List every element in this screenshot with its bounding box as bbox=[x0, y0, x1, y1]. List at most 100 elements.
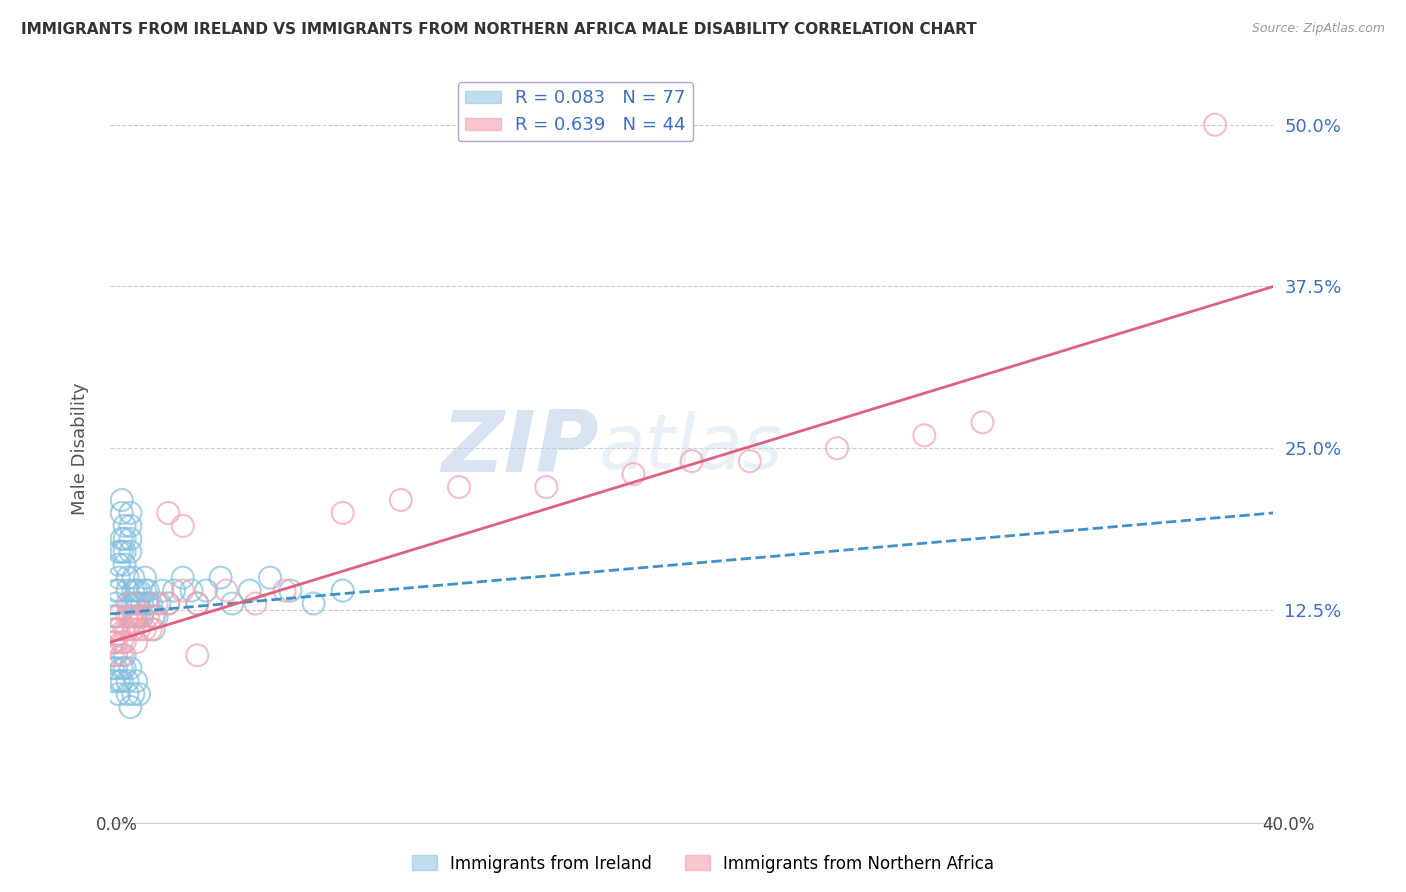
Point bbox=[145, 597, 167, 611]
Point bbox=[101, 609, 124, 624]
Point bbox=[128, 623, 150, 637]
Point bbox=[148, 597, 170, 611]
Point bbox=[107, 558, 129, 572]
Point bbox=[195, 583, 218, 598]
Point bbox=[120, 597, 142, 611]
Point bbox=[122, 609, 145, 624]
Point bbox=[145, 609, 167, 624]
Point bbox=[120, 506, 142, 520]
Point bbox=[681, 454, 703, 468]
Point bbox=[738, 454, 761, 468]
Text: 40.0%: 40.0% bbox=[1263, 816, 1315, 834]
Point bbox=[117, 674, 139, 689]
Point bbox=[172, 519, 194, 533]
Point bbox=[122, 623, 145, 637]
Point bbox=[111, 648, 134, 663]
Point bbox=[139, 623, 162, 637]
Point bbox=[117, 623, 139, 637]
Point bbox=[128, 609, 150, 624]
Point bbox=[111, 545, 134, 559]
Text: 0.0%: 0.0% bbox=[96, 816, 138, 834]
Point bbox=[447, 480, 470, 494]
Point bbox=[209, 571, 232, 585]
Point bbox=[104, 623, 127, 637]
Point bbox=[125, 635, 148, 649]
Point bbox=[111, 506, 134, 520]
Point bbox=[120, 609, 142, 624]
Point bbox=[134, 623, 156, 637]
Text: IMMIGRANTS FROM IRELAND VS IMMIGRANTS FROM NORTHERN AFRICA MALE DISABILITY CORRE: IMMIGRANTS FROM IRELAND VS IMMIGRANTS FR… bbox=[21, 22, 977, 37]
Point bbox=[136, 609, 159, 624]
Point bbox=[125, 597, 148, 611]
Point bbox=[139, 597, 162, 611]
Point bbox=[101, 648, 124, 663]
Point bbox=[136, 597, 159, 611]
Point bbox=[389, 493, 412, 508]
Point bbox=[122, 687, 145, 701]
Point bbox=[107, 674, 129, 689]
Point bbox=[180, 583, 202, 598]
Point bbox=[104, 583, 127, 598]
Point bbox=[117, 583, 139, 598]
Point bbox=[104, 648, 127, 663]
Point bbox=[912, 428, 935, 442]
Point bbox=[114, 661, 136, 675]
Point bbox=[125, 674, 148, 689]
Point bbox=[131, 609, 153, 624]
Y-axis label: Male Disability: Male Disability bbox=[72, 382, 89, 515]
Text: Source: ZipAtlas.com: Source: ZipAtlas.com bbox=[1251, 22, 1385, 36]
Point bbox=[107, 687, 129, 701]
Point bbox=[131, 597, 153, 611]
Point bbox=[120, 532, 142, 546]
Point bbox=[107, 571, 129, 585]
Point bbox=[117, 571, 139, 585]
Point bbox=[120, 545, 142, 559]
Point bbox=[128, 597, 150, 611]
Point bbox=[107, 583, 129, 598]
Point bbox=[114, 532, 136, 546]
Point bbox=[1204, 118, 1226, 132]
Point bbox=[972, 415, 994, 429]
Point bbox=[122, 597, 145, 611]
Point bbox=[332, 583, 354, 598]
Point bbox=[117, 597, 139, 611]
Point bbox=[114, 558, 136, 572]
Point bbox=[114, 519, 136, 533]
Point bbox=[114, 635, 136, 649]
Point bbox=[332, 506, 354, 520]
Point bbox=[114, 545, 136, 559]
Point bbox=[302, 597, 325, 611]
Text: ZIP: ZIP bbox=[441, 407, 599, 490]
Point bbox=[107, 609, 129, 624]
Point bbox=[142, 609, 165, 624]
Point bbox=[120, 661, 142, 675]
Point bbox=[117, 687, 139, 701]
Point bbox=[221, 597, 243, 611]
Point bbox=[114, 623, 136, 637]
Point bbox=[104, 635, 127, 649]
Point bbox=[280, 583, 302, 598]
Point bbox=[134, 571, 156, 585]
Text: atlas: atlas bbox=[599, 411, 783, 485]
Point bbox=[128, 687, 150, 701]
Point bbox=[111, 674, 134, 689]
Point bbox=[186, 648, 208, 663]
Point bbox=[111, 532, 134, 546]
Point bbox=[120, 700, 142, 714]
Point bbox=[142, 623, 165, 637]
Point bbox=[101, 661, 124, 675]
Point bbox=[259, 571, 281, 585]
Point bbox=[157, 597, 180, 611]
Point bbox=[104, 623, 127, 637]
Point bbox=[117, 609, 139, 624]
Point bbox=[125, 583, 148, 598]
Point bbox=[186, 597, 208, 611]
Point bbox=[104, 661, 127, 675]
Point bbox=[245, 597, 267, 611]
Point bbox=[136, 583, 159, 598]
Point bbox=[114, 648, 136, 663]
Point bbox=[536, 480, 558, 494]
Point bbox=[273, 583, 295, 598]
Point bbox=[152, 583, 174, 598]
Point bbox=[157, 597, 180, 611]
